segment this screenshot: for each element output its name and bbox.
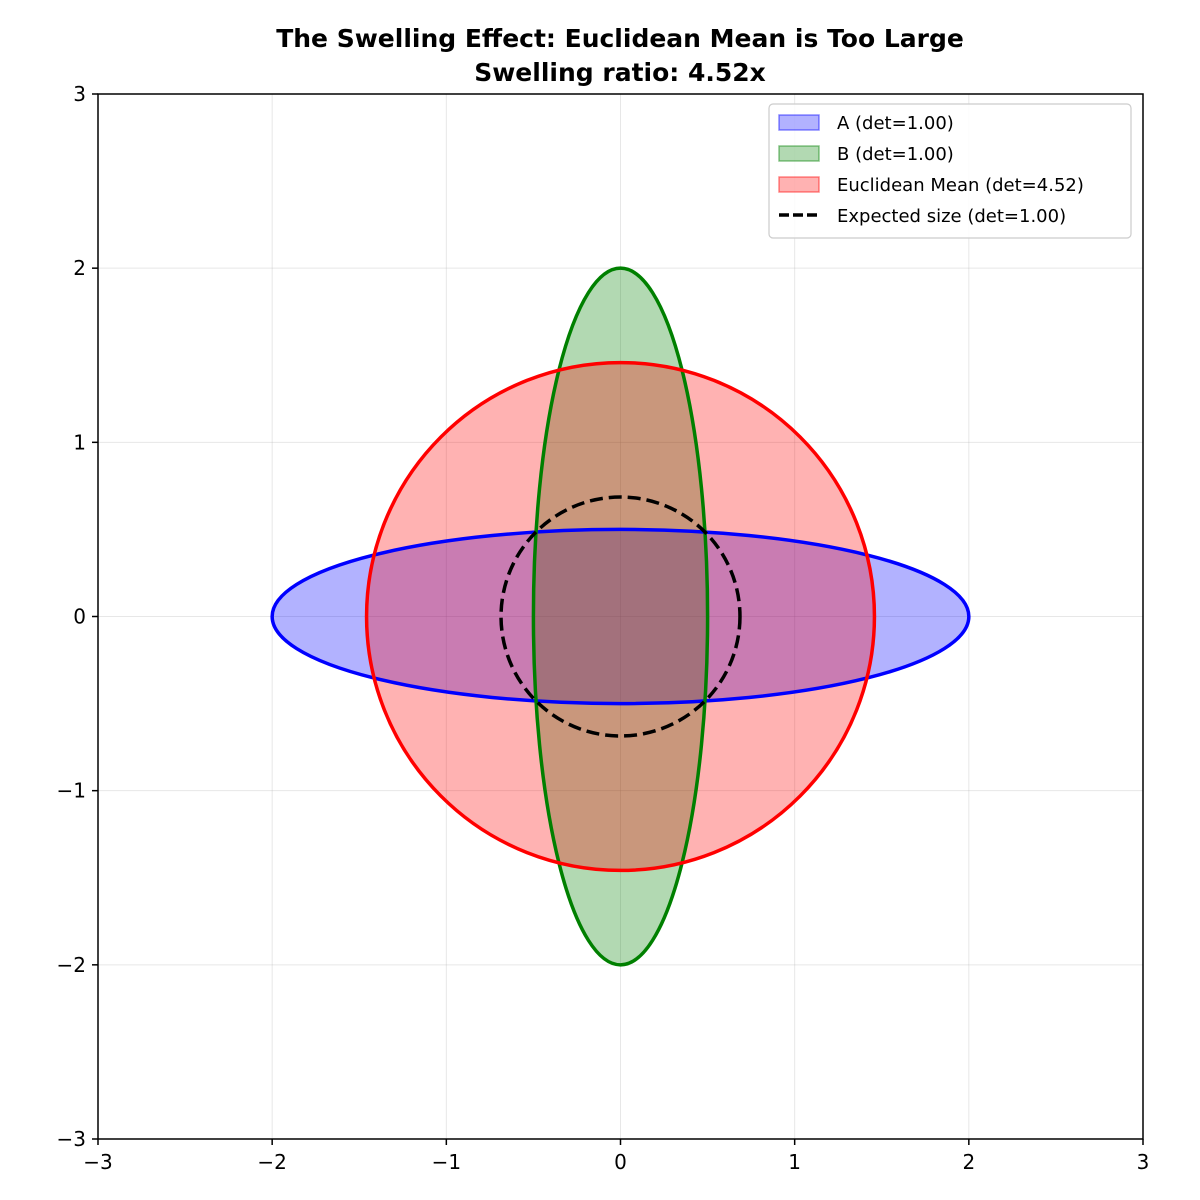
y-tick-label: −2 <box>57 953 86 977</box>
legend-swatch-2 <box>778 176 820 193</box>
series-0-ellipse-fill <box>272 529 969 704</box>
x-tick-label: 0 <box>614 1150 627 1174</box>
legend-label-0: A (det=1.00) <box>837 113 954 134</box>
axis-ticks: −3 −2 −1 0 1 2 3 −3 −2 −1 0 1 2 3 <box>57 82 1150 1174</box>
chart-subtitle: Swelling ratio: 4.52x <box>474 58 766 87</box>
chart-title: The Swelling Effect: Euclidean Mean is T… <box>276 24 964 53</box>
y-tick-label: −1 <box>57 779 86 803</box>
plot-shapes <box>270 266 971 967</box>
legend: A (det=1.00) B (det=1.00) Euclidean Mean (… <box>768 103 1132 239</box>
y-tick-label: 3 <box>73 82 86 106</box>
x-tick-label: −1 <box>432 1150 461 1174</box>
x-tick-label: 2 <box>962 1150 975 1174</box>
series-0-outline <box>270 527 971 706</box>
series-3-outline <box>499 495 742 738</box>
legend-swatch-1 <box>778 145 820 162</box>
legend-box <box>768 103 1132 239</box>
series-2-outline <box>364 360 877 873</box>
x-tick-label: 1 <box>788 1150 801 1174</box>
series-1-ellipse-fill <box>533 268 708 965</box>
x-tick-label: −3 <box>83 1150 112 1174</box>
legend-label-3: Expected size (det=1.00) <box>837 206 1066 227</box>
legend-label-2: Euclidean Mean (det=4.52) <box>837 175 1084 196</box>
legend-swatch-0 <box>778 114 820 131</box>
x-tick-label: −2 <box>257 1150 286 1174</box>
y-tick-label: −3 <box>57 1127 86 1151</box>
y-tick-label: 2 <box>73 256 86 280</box>
legend-label-1: B (det=1.00) <box>837 144 954 165</box>
series-1-outline <box>531 266 710 967</box>
y-tick-label: 0 <box>73 605 86 629</box>
series-2-ellipse-fill <box>366 362 875 871</box>
x-tick-label: 3 <box>1137 1150 1150 1174</box>
y-tick-label: 1 <box>73 430 86 454</box>
